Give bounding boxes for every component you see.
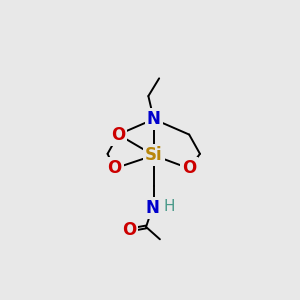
Text: O: O <box>111 126 125 144</box>
Text: N: N <box>147 110 161 128</box>
Text: O: O <box>182 159 196 177</box>
Text: Si: Si <box>145 146 163 164</box>
Text: N: N <box>145 200 159 217</box>
Text: O: O <box>107 159 122 177</box>
Text: H: H <box>164 200 175 214</box>
Text: O: O <box>122 221 136 239</box>
